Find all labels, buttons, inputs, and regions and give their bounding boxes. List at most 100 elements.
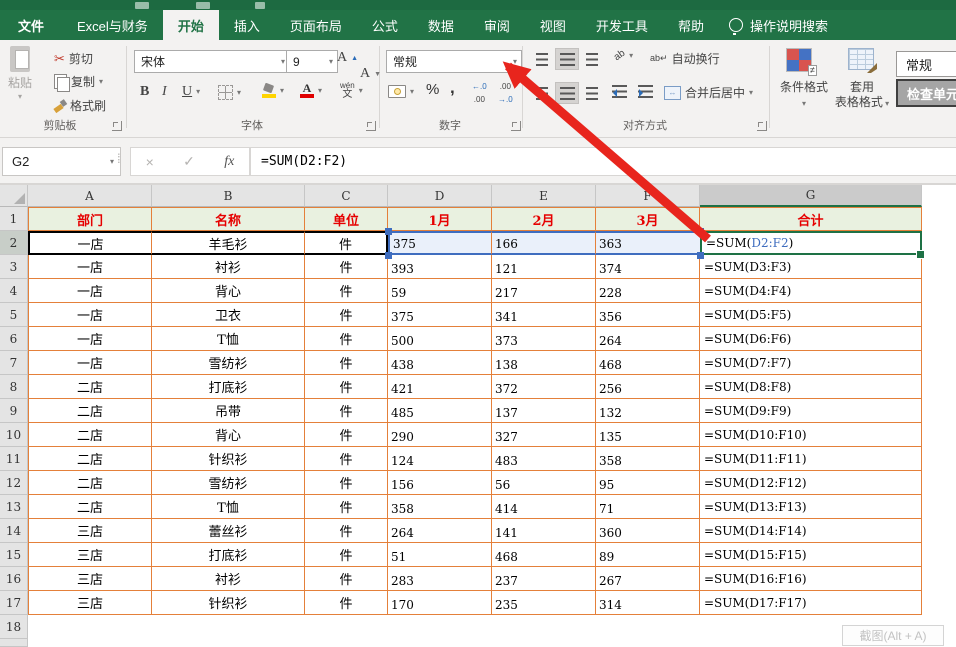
number-dialog-launcher[interactable] [511,121,521,131]
cell-A14[interactable]: 三店 [28,519,152,543]
range-selection-handle[interactable] [697,252,704,259]
cell-C7[interactable]: 件 [305,351,388,375]
cell-B11[interactable]: 针织衫 [152,447,305,471]
cell-C4[interactable]: 件 [305,279,388,303]
cell-D9[interactable]: 485 [388,399,492,423]
cell-C11[interactable]: 件 [305,447,388,471]
enter-button[interactable]: ✓ [183,153,195,169]
cell-B17[interactable]: 针织衫 [152,591,305,615]
cell-G14[interactable]: =SUM(D14:F14) [700,519,922,543]
row-header-17[interactable]: 17 [0,591,28,615]
name-box[interactable]: G2 ▾ [2,147,121,176]
cell-D14[interactable]: 264 [388,519,492,543]
cell-D17[interactable]: 170 [388,591,492,615]
column-header-D[interactable]: D [388,185,492,207]
ribbon-tab-1[interactable]: Excel与财务 [77,18,148,34]
merge-center-button[interactable]: ↔ 合并后居中 ▾ [664,84,753,101]
cell-A4[interactable]: 一店 [28,279,152,303]
cell-style-check-cell[interactable]: 检查单元 [896,79,956,107]
cell-G13[interactable]: =SUM(D13:F13) [700,495,922,519]
row-header-3[interactable]: 3 [0,255,28,279]
cell-E15[interactable]: 468 [492,543,596,567]
cell-A5[interactable]: 一店 [28,303,152,327]
top-align-button[interactable] [530,48,554,70]
font-size-combo[interactable]: 9 ▾ [286,50,338,73]
cell-F3[interactable]: 374 [596,255,700,279]
cell-A6[interactable]: 一店 [28,327,152,351]
cell-D4[interactable]: 59 [388,279,492,303]
ribbon-tab-5[interactable]: 公式 [371,18,398,34]
quick-access-icon[interactable] [255,2,265,9]
row-header-10[interactable]: 10 [0,423,28,447]
cell-D6[interactable]: 500 [388,327,492,351]
cell-F9[interactable]: 132 [596,399,700,423]
cell-D3[interactable]: 393 [388,255,492,279]
cell-G10[interactable]: =SUM(D10:F10) [700,423,922,447]
middle-align-button[interactable] [555,48,579,70]
copy-button[interactable]: 复制 ▾ [54,73,103,92]
cell-G12[interactable]: =SUM(D12:F12) [700,471,922,495]
phonetic-button[interactable]: wén 文 ▾ [340,82,363,100]
increase-indent-button[interactable] [638,85,653,98]
row-header-1[interactable]: 1 [0,207,28,231]
range-selection-handle[interactable] [697,228,704,235]
cell-F5[interactable]: 356 [596,303,700,327]
cell-G7[interactable]: =SUM(D7:F7) [700,351,922,375]
cell-B8[interactable]: 打底衫 [152,375,305,399]
ribbon-tab-8[interactable]: 视图 [539,18,566,34]
cell-G3[interactable]: =SUM(D3:F3) [700,255,922,279]
cell-A2[interactable]: 一店 [28,231,152,255]
cell-F8[interactable]: 256 [596,375,700,399]
bold-button[interactable]: B [140,84,150,99]
cell-D7[interactable]: 438 [388,351,492,375]
row-header-14[interactable]: 14 [0,519,28,543]
cancel-button[interactable]: × [145,153,154,170]
cell-B7[interactable]: 雪纺衫 [152,351,305,375]
row-header-11[interactable]: 11 [0,447,28,471]
number-format-combo[interactable]: 常规 ▾ [386,50,522,73]
cell-D11[interactable]: 124 [388,447,492,471]
cell-A7[interactable]: 一店 [28,351,152,375]
font-dialog-launcher[interactable] [366,121,376,131]
cell-F4[interactable]: 228 [596,279,700,303]
cell-E14[interactable]: 141 [492,519,596,543]
cell-D15[interactable]: 51 [388,543,492,567]
cell-A15[interactable]: 三店 [28,543,152,567]
column-header-C[interactable]: C [305,185,388,207]
cell-C5[interactable]: 件 [305,303,388,327]
cell-G9[interactable]: =SUM(D9:F9) [700,399,922,423]
font-name-combo[interactable]: 宋体 ▾ [134,50,290,73]
cell-D8[interactable]: 421 [388,375,492,399]
cell-B12[interactable]: 雪纺衫 [152,471,305,495]
cell-B6[interactable]: T恤 [152,327,305,351]
column-header-B[interactable]: B [152,185,305,207]
cell-E13[interactable]: 414 [492,495,596,519]
cell-B10[interactable]: 背心 [152,423,305,447]
ribbon-tab-2[interactable]: 开始 [162,10,219,40]
cell-C13[interactable]: 件 [305,495,388,519]
conditional-formatting-label[interactable]: 条件格式 ▾ [779,80,828,108]
cell-F11[interactable]: 358 [596,447,700,471]
cell-C15[interactable]: 件 [305,543,388,567]
cell-G5[interactable]: =SUM(D5:F5) [700,303,922,327]
cell-F6[interactable]: 264 [596,327,700,351]
row-header-7[interactable]: 7 [0,351,28,375]
column-header-E[interactable]: E [492,185,596,207]
ribbon-tab-3[interactable]: 插入 [233,18,260,34]
cell-G8[interactable]: =SUM(D8:F8) [700,375,922,399]
ribbon-tab-9[interactable]: 开发工具 [595,18,648,34]
conditional-formatting-button[interactable]: ≠ [786,48,817,76]
range-selection-handle[interactable] [385,228,392,235]
cell-A13[interactable]: 二店 [28,495,152,519]
row-header-13[interactable]: 13 [0,495,28,519]
cell-A3[interactable]: 一店 [28,255,152,279]
insert-function-button[interactable]: fx [224,153,235,169]
cell-D12[interactable]: 156 [388,471,492,495]
cell-B15[interactable]: 打底衫 [152,543,305,567]
ribbon-tab-10[interactable]: 帮助 [677,18,704,34]
row-header-9[interactable]: 9 [0,399,28,423]
wrap-text-button[interactable]: ab↵ 自动换行 [650,50,720,67]
cell-B14[interactable]: 蕾丝衫 [152,519,305,543]
row-header-4[interactable]: 4 [0,279,28,303]
cell-C9[interactable]: 件 [305,399,388,423]
